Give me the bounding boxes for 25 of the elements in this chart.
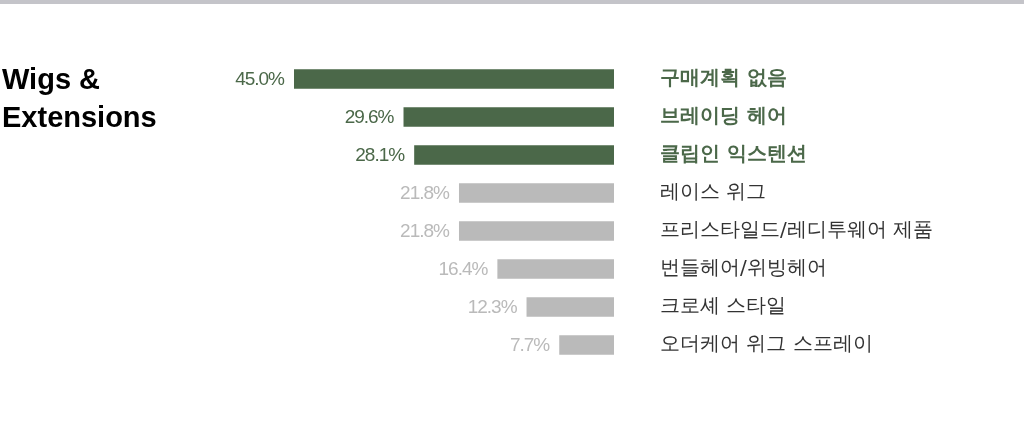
bar — [414, 145, 614, 165]
y-tick-label: 클립인 익스텐션 — [660, 141, 807, 166]
data-label: 21.8% — [400, 220, 451, 242]
data-label: 16.4% — [438, 258, 489, 280]
data-label: 21.8% — [400, 182, 451, 204]
y-tick-label: 번들헤어/위빙헤어 — [660, 255, 827, 280]
y-tick-label: 구매계획 없음 — [660, 65, 787, 90]
y-tick-label: 크로셰 스타일 — [660, 293, 787, 318]
data-label: 45.0% — [235, 68, 286, 90]
bar — [294, 69, 614, 89]
data-label: 7.7% — [509, 334, 551, 356]
bar — [403, 107, 614, 127]
text: Wigs & Extensions — [2, 62, 158, 135]
bar — [458, 221, 614, 241]
data-label: 12.3% — [467, 296, 518, 318]
bar — [497, 259, 614, 279]
bar — [526, 297, 614, 317]
y-tick-label: 오더케어 위그 스프레이 — [660, 331, 873, 356]
y-tick-label: 레이스 위그 — [660, 179, 767, 204]
y-tick-label: 프리스타일드/레디투웨어 제품 — [660, 217, 934, 242]
data-label: 29.6% — [344, 106, 395, 128]
y-tick-label: 브레이딩 헤어 — [660, 103, 787, 128]
bar — [559, 335, 614, 355]
bar — [458, 183, 614, 203]
data-label: 28.1% — [355, 144, 406, 166]
